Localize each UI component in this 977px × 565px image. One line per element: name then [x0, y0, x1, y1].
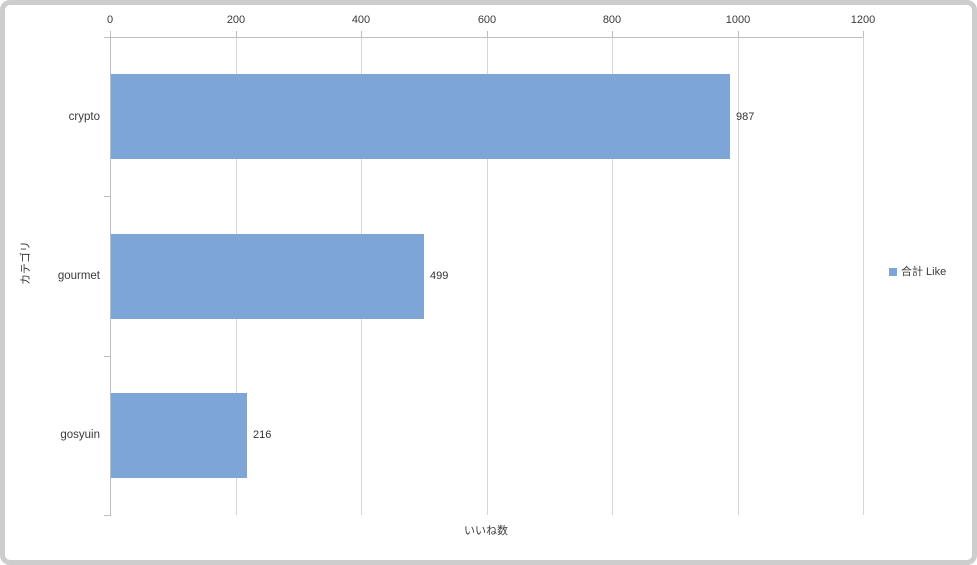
value-axis-tick: [738, 31, 739, 37]
gridline: [487, 37, 488, 515]
gridline: [863, 37, 864, 515]
category-axis-tick: [104, 356, 110, 357]
legend-marker-icon: [889, 268, 897, 276]
category-label-crypto: crypto: [68, 111, 100, 123]
value-axis-tick-label: 600: [477, 14, 497, 26]
value-axis-tick: [361, 31, 362, 37]
value-axis-tick-label: 800: [602, 14, 622, 26]
value-axis-tick-label: 0: [106, 14, 114, 26]
value-axis-tick-label: 1200: [850, 14, 876, 26]
category-label-gosyuin: gosyuin: [60, 429, 100, 441]
value-axis-tick: [110, 31, 111, 37]
category-axis-tick: [104, 196, 110, 197]
value-axis-tick: [612, 31, 613, 37]
legend-label: 合計 Like: [901, 266, 947, 278]
category-axis-title: カテゴリ: [20, 241, 32, 285]
gridline: [612, 37, 613, 515]
data-label-crypto: 987: [736, 111, 755, 123]
data-label-gourmet: 499: [430, 270, 449, 282]
value-axis-line: [110, 37, 863, 38]
category-axis-tick: [104, 515, 110, 516]
category-axis-tick: [104, 37, 110, 38]
value-axis-tick-label: 1000: [725, 14, 751, 26]
category-label-gourmet: gourmet: [57, 270, 100, 282]
value-axis-tick-label: 400: [351, 14, 371, 26]
value-axis-tick: [236, 31, 237, 37]
value-axis-tick: [487, 31, 488, 37]
legend: 合計 Like: [889, 265, 946, 279]
value-axis-title: いいね数: [464, 525, 508, 537]
value-axis-tick-label: 200: [226, 14, 246, 26]
bar-crypto: [111, 74, 730, 159]
gridline: [738, 37, 739, 515]
value-axis-tick: [863, 31, 864, 37]
bar-gosyuin: [111, 393, 247, 478]
category-axis-line: [110, 37, 111, 516]
data-label-gosyuin: 216: [253, 429, 272, 441]
bar-gourmet: [111, 234, 424, 319]
